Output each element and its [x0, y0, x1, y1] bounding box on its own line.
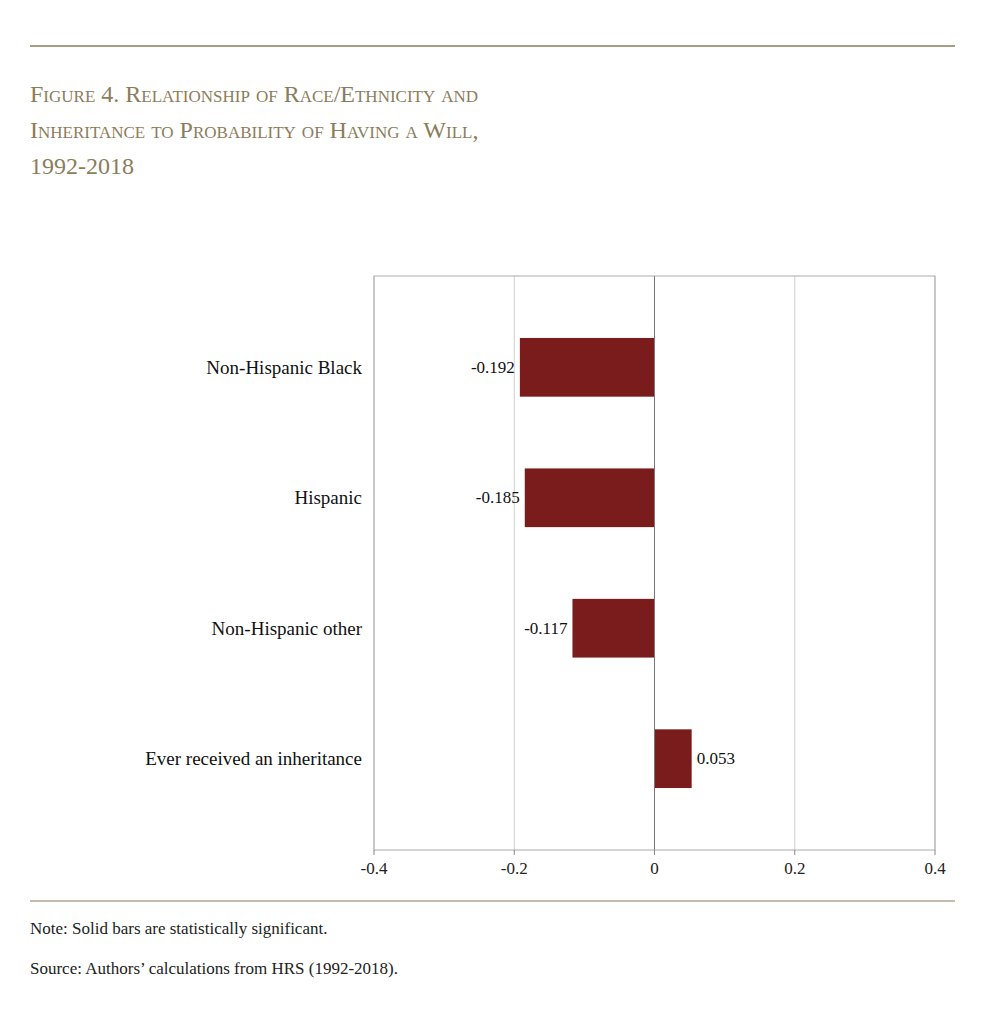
background — [0, 0, 985, 1024]
tick-mark — [794, 850, 795, 855]
data-label: -0.185 — [476, 488, 520, 507]
grid-line — [654, 276, 655, 850]
tick-label: 0 — [650, 859, 659, 878]
grid-line — [794, 276, 795, 850]
data-label: -0.192 — [471, 358, 515, 377]
data-label: 0.053 — [697, 749, 735, 768]
tick-label: 0.2 — [784, 859, 805, 878]
title-line: Inheritance to Probability of Having a W… — [30, 117, 478, 143]
tick-label: -0.4 — [361, 859, 388, 878]
category-label: Hispanic — [294, 487, 362, 508]
category-label: Ever received an inheritance — [145, 748, 362, 769]
note: Source: Authors’ calculations from HRS (… — [30, 959, 398, 978]
bar — [655, 729, 692, 788]
bar — [520, 338, 655, 397]
tick-label: -0.2 — [501, 859, 528, 878]
tick-mark — [654, 850, 655, 855]
tick-mark — [935, 850, 936, 855]
chart: Figure 4. Relationship of Race/Ethnicity… — [0, 0, 985, 1024]
bar — [572, 599, 654, 658]
bar — [525, 468, 655, 527]
top-rule — [30, 45, 955, 47]
category-label: Non-Hispanic other — [212, 618, 363, 639]
tick-mark — [514, 850, 515, 855]
category-label: Non-Hispanic Black — [206, 357, 362, 378]
bars — [520, 338, 692, 788]
bottom-rule — [30, 901, 955, 902]
tick-mark — [374, 850, 375, 855]
note: Note: Solid bars are statistically signi… — [30, 919, 327, 938]
title: Figure 4. Relationship of Race/Ethnicity… — [30, 81, 478, 179]
data-label: -0.117 — [524, 619, 568, 638]
tick-label: 0.4 — [924, 859, 946, 878]
plot-frame — [374, 276, 935, 850]
baseline — [654, 276, 655, 850]
title-line: 1992-2018 — [30, 153, 134, 179]
title-line: Figure 4. Relationship of Race/Ethnicity… — [30, 81, 478, 107]
